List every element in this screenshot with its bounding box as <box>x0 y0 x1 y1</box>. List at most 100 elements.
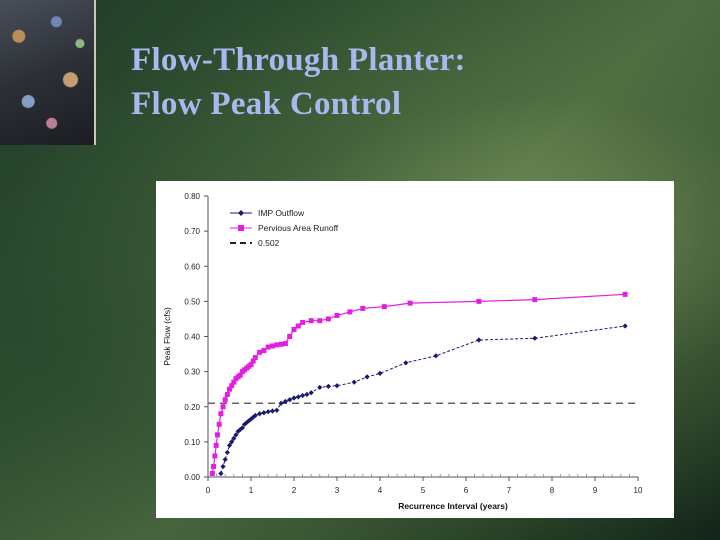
imp-outflow-point <box>325 383 331 389</box>
y-tick-label: 0.00 <box>184 473 200 482</box>
imp-outflow-point <box>317 384 323 391</box>
legend-label: Pervious Area Runoff <box>258 223 339 233</box>
x-tick-label: 2 <box>292 486 297 495</box>
imp-outflow-point <box>334 383 340 389</box>
imp-outflow-point <box>269 408 276 414</box>
imp-outflow-point <box>433 353 439 359</box>
imp-outflow-point <box>351 379 357 385</box>
pervious-runoff-point <box>237 372 243 378</box>
y-tick-label: 0.30 <box>184 368 200 377</box>
y-tick-label: 0.70 <box>184 227 200 236</box>
imp-outflow-point <box>476 337 482 343</box>
imp-outflow-point <box>403 360 409 366</box>
water-drops-photo <box>0 0 96 145</box>
imp-outflow-point <box>300 392 306 399</box>
pervious-runoff-point <box>248 362 254 368</box>
pervious-runoff-point <box>216 421 222 427</box>
legend-label: IMP Outflow <box>258 208 305 218</box>
pervious-runoff-point <box>224 391 230 397</box>
imp-outflow-point <box>239 425 245 431</box>
slide-title-line-1: Flow-Through Planter: <box>131 42 466 78</box>
pervious-runoff-point <box>360 305 366 311</box>
imp-outflow-point <box>532 335 538 341</box>
pervious-runoff-point <box>261 348 267 354</box>
pervious-runoff-point <box>381 304 387 310</box>
pervious-runoff-point <box>214 432 220 438</box>
imp-outflow-point <box>265 409 271 415</box>
imp-outflow-point <box>261 410 267 416</box>
pervious-runoff-point <box>270 343 275 349</box>
pervious-runoff-point <box>300 319 306 325</box>
imp-outflow-line <box>220 325 626 474</box>
x-tick-label: 0 <box>206 486 211 495</box>
x-tick-label: 10 <box>634 486 643 495</box>
pervious-runoff-point <box>209 470 215 476</box>
y-tick-label: 0.20 <box>184 403 200 412</box>
pervious-runoff-point <box>476 298 482 304</box>
chart-legend: IMP Outflow Pervious Area Runoff 0.502 <box>226 203 360 249</box>
pervious-runoff-point <box>622 291 628 297</box>
imp-outflow-point <box>218 470 224 477</box>
pervious-runoff-point <box>211 463 217 469</box>
y-tick-label: 0.10 <box>184 438 200 447</box>
pervious-runoff-point <box>220 404 226 410</box>
x-tick-label: 6 <box>464 486 469 495</box>
pervious-runoff-point <box>317 318 323 324</box>
pervious-runoff-point <box>227 386 232 392</box>
pervious-runoff-point <box>282 341 288 347</box>
imp-outflow-point <box>274 407 280 413</box>
x-axis-title: Recurrence Interval (years) <box>398 501 508 511</box>
pervious-runoff-line <box>211 293 626 474</box>
pervious-runoff-point <box>291 326 297 332</box>
imp-outflow-point <box>291 395 297 401</box>
pervious-runoff-point <box>257 349 263 355</box>
legend-box <box>226 203 360 249</box>
pervious-runoff-point <box>265 344 271 350</box>
y-tick-label: 0.50 <box>184 297 200 306</box>
x-tick-label: 9 <box>593 486 598 495</box>
slide-title: Flow-Through Planter: Flow Peak Control <box>131 38 466 126</box>
imp-outflow-point <box>229 439 235 445</box>
imp-outflow-point <box>231 435 237 441</box>
y-tick-label: 0.80 <box>184 192 200 201</box>
imp-outflow-point <box>248 416 254 422</box>
pervious-runoff-point <box>532 297 538 303</box>
imp-outflow-point <box>252 412 258 419</box>
x-tick-label: 5 <box>421 486 426 495</box>
pervious-runoff-point <box>295 323 301 329</box>
pervious-runoff-point <box>334 312 340 318</box>
y-tick-label: 0.60 <box>184 262 200 271</box>
y-tick-label: 0.40 <box>184 333 200 342</box>
pervious-runoff-point <box>250 358 256 364</box>
x-tick-label: 7 <box>507 486 512 495</box>
pervious-runoff-point <box>325 316 331 322</box>
pervious-runoff-point <box>347 309 353 315</box>
imp-outflow-point <box>237 426 243 433</box>
imp-outflow-point <box>364 374 370 380</box>
slide-title-line-2: Flow Peak Control <box>131 86 402 122</box>
pervious-runoff-point <box>278 341 284 347</box>
y-axis-title: Peak Flow (cfs) <box>162 307 172 366</box>
pervious-runoff-point <box>222 397 228 403</box>
imp-outflow-point <box>226 442 233 448</box>
imp-outflow-point <box>377 370 383 376</box>
imp-outflow-point <box>622 323 628 329</box>
imp-outflow-point <box>224 449 230 456</box>
pervious-runoff-point <box>407 300 413 306</box>
imp-outflow-point <box>222 456 228 463</box>
pervious-runoff-point <box>218 411 224 417</box>
pervious-runoff-point <box>308 318 314 324</box>
pervious-runoff-point <box>274 342 280 348</box>
pervious-runoff-point <box>229 383 235 389</box>
pervious-runoff-point <box>213 442 219 448</box>
pervious-runoff-point <box>287 334 293 339</box>
imp-outflow-point <box>308 390 314 396</box>
pervious-runoff-point <box>231 379 237 385</box>
legend-pervious-marker <box>238 225 244 231</box>
legend-label: 0.502 <box>258 238 280 248</box>
imp-outflow-point <box>295 394 301 400</box>
imp-outflow-point <box>220 463 226 470</box>
x-tick-label: 1 <box>249 486 254 495</box>
x-tick-label: 4 <box>378 486 383 495</box>
x-tick-label: 8 <box>550 486 555 495</box>
